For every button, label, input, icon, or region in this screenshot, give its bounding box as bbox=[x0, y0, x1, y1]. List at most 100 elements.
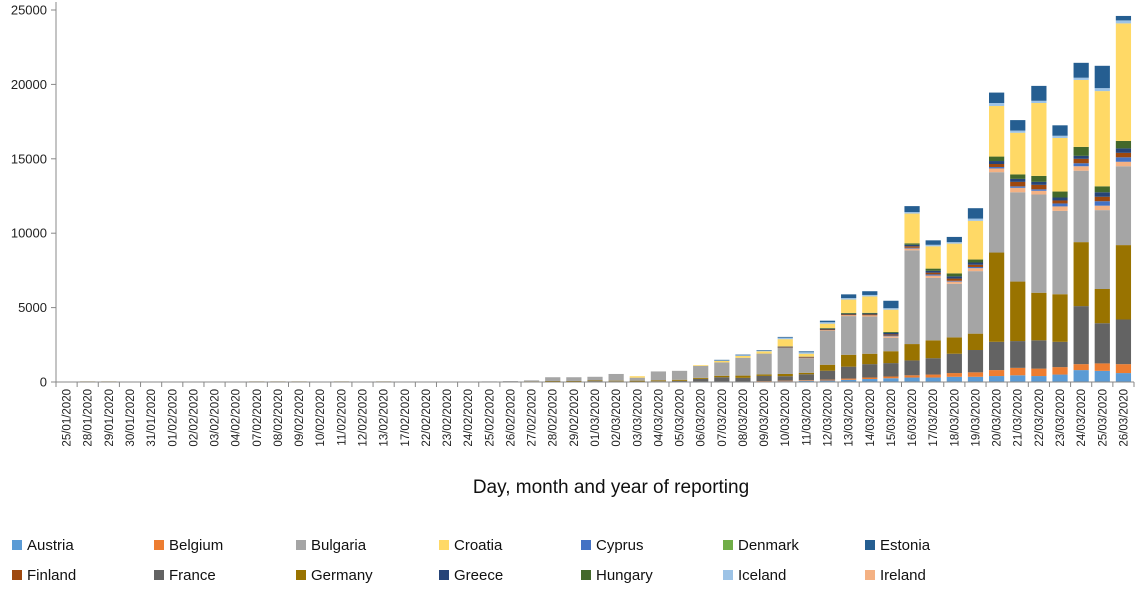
bar-segment-ireland bbox=[819, 330, 836, 331]
x-tick-label: 22/02/2020 bbox=[421, 389, 433, 447]
bar-segment-germany bbox=[608, 380, 624, 382]
legend: Austria Belgium Bulgaria Croatia Cyprus Denma… bbox=[12, 537, 931, 584]
bar-segment-bulgaria bbox=[756, 353, 772, 375]
bar-segment-iceland bbox=[735, 355, 751, 356]
bar-segment-cyprus bbox=[1073, 163, 1089, 167]
x-tick-label: 25/01/2020 bbox=[62, 389, 74, 447]
bar-segment-finland bbox=[946, 278, 962, 281]
bar-segment-germany bbox=[629, 380, 645, 382]
legend-swatch bbox=[439, 540, 449, 550]
y-tick-label: 10000 bbox=[11, 226, 47, 241]
bar-segment-estonia bbox=[1094, 65, 1110, 89]
bar-segment-croatia bbox=[777, 339, 793, 347]
bar-segment-germany bbox=[1031, 292, 1047, 341]
legend-swatch bbox=[581, 570, 591, 580]
bar-segment-croatia bbox=[925, 246, 941, 269]
legend-label: Ireland bbox=[880, 567, 926, 584]
bar-segment-croatia bbox=[883, 309, 899, 332]
legend-label: Belgium bbox=[169, 537, 223, 554]
bar-segment-estonia bbox=[1010, 120, 1026, 131]
bar-segment-iceland bbox=[798, 352, 814, 354]
x-tick-label: 04/03/2020 bbox=[653, 389, 665, 447]
bar-segment-greece bbox=[1115, 148, 1132, 153]
bar-segment-germany bbox=[1010, 281, 1026, 342]
bar-segment-france bbox=[904, 360, 920, 376]
legend-label: Germany bbox=[311, 567, 373, 584]
bar-segment-finland bbox=[1031, 184, 1047, 190]
bar-segment-france bbox=[756, 375, 772, 382]
bar-segment-finland bbox=[1052, 200, 1068, 204]
bar-segment-germany bbox=[777, 373, 793, 377]
bar-segment-ireland bbox=[904, 248, 920, 251]
bar-segment-croatia bbox=[1115, 23, 1132, 141]
bar-segment-estonia bbox=[1052, 125, 1068, 136]
bar-segment-ireland bbox=[1052, 206, 1068, 211]
legend-label: Estonia bbox=[880, 537, 931, 554]
bar-segment-estonia bbox=[777, 336, 793, 338]
bar-segment-belgium bbox=[967, 372, 984, 377]
bar-segment-greece bbox=[819, 328, 836, 330]
legend-label: Greece bbox=[454, 567, 503, 584]
x-tick-label: 24/03/2020 bbox=[1076, 389, 1088, 447]
bar-segment-finland bbox=[883, 334, 899, 336]
bar-segment-hungary bbox=[904, 243, 920, 245]
bar-segment-belgium bbox=[862, 377, 878, 380]
bar-segment-greece bbox=[777, 346, 793, 348]
bar-segment-france bbox=[1115, 319, 1132, 365]
bar-segment-austria bbox=[967, 376, 984, 382]
bar-segment-belgium bbox=[904, 375, 920, 378]
bar-segment-iceland bbox=[1073, 77, 1089, 80]
bar-segment-cyprus bbox=[1031, 189, 1047, 191]
bar-segment-belgium bbox=[1010, 367, 1026, 376]
bar-segment-france bbox=[693, 378, 709, 382]
bar-segment-finland bbox=[841, 314, 857, 316]
bar-segment-belgium bbox=[946, 373, 962, 377]
bar-segment-croatia bbox=[841, 299, 857, 313]
bar-segment-austria bbox=[1031, 376, 1047, 382]
bar-segment-france bbox=[798, 374, 814, 381]
bar-segment-ireland bbox=[1115, 161, 1132, 167]
bar-segment-france bbox=[967, 350, 984, 373]
legend-swatch bbox=[12, 570, 22, 580]
bar-segment-bulgaria bbox=[714, 362, 730, 376]
bar-segment-estonia bbox=[798, 351, 814, 353]
bar-segment-france bbox=[1010, 341, 1026, 368]
x-tick-label: 02/03/2020 bbox=[611, 389, 623, 447]
bar-segment-greece bbox=[1010, 178, 1026, 182]
y-tick-label: 15000 bbox=[11, 151, 47, 166]
bar-segment-greece bbox=[1073, 155, 1089, 159]
bar-segment-hungary bbox=[946, 273, 962, 277]
bar-segment-bulgaria bbox=[798, 357, 814, 373]
bar-segment-greece bbox=[798, 356, 814, 358]
bar-segment-germany bbox=[587, 380, 603, 382]
bar-segment-hungary bbox=[1031, 175, 1047, 182]
bar-segment-bulgaria bbox=[1094, 210, 1110, 289]
bar-segment-bulgaria bbox=[1031, 194, 1047, 293]
bar-segment-france bbox=[989, 341, 1005, 371]
legend-label: Bulgaria bbox=[311, 537, 367, 554]
bar-segment-finland bbox=[1010, 181, 1026, 187]
bar-segment-germany bbox=[989, 252, 1005, 342]
x-tick-label: 25/02/2020 bbox=[484, 389, 496, 447]
bar-segment-iceland bbox=[904, 212, 920, 214]
x-tick-label: 03/03/2020 bbox=[632, 389, 644, 447]
bar-segment-iceland bbox=[862, 294, 878, 297]
bar-segment-estonia bbox=[925, 240, 941, 245]
bar-segment-france bbox=[819, 370, 836, 380]
bar-segment-belgium bbox=[798, 380, 814, 381]
bar-segment-croatia bbox=[1010, 132, 1026, 175]
legend-label: Croatia bbox=[454, 537, 503, 554]
legend-label: Austria bbox=[27, 537, 74, 554]
bar-segment-austria bbox=[1010, 375, 1026, 382]
bar-segment-bulgaria bbox=[523, 380, 540, 382]
legend-swatch bbox=[865, 570, 875, 580]
x-tick-label: 17/03/2020 bbox=[928, 389, 940, 447]
x-tick-label: 02/02/2020 bbox=[188, 389, 200, 447]
bar-segment-finland bbox=[819, 329, 836, 331]
bar-segment-ireland bbox=[798, 357, 814, 359]
bars bbox=[58, 15, 1132, 383]
bar-segment-bulgaria bbox=[904, 250, 920, 345]
bar-segment-bulgaria bbox=[862, 316, 878, 354]
bar-segment-austria bbox=[841, 379, 857, 382]
